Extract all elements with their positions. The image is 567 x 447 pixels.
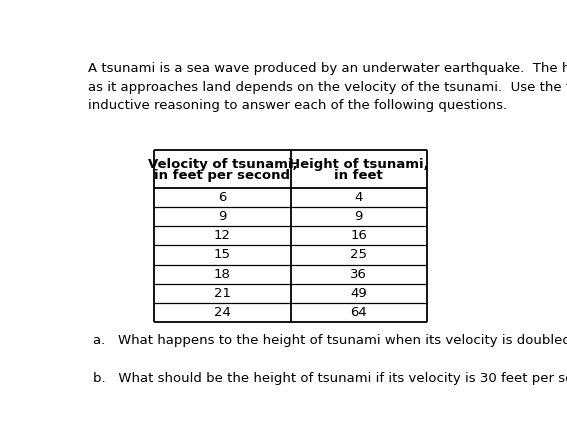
Text: in feet: in feet	[335, 169, 383, 182]
Text: in feet per second: in feet per second	[154, 169, 290, 182]
Text: 9: 9	[354, 210, 363, 223]
Text: 24: 24	[214, 306, 231, 319]
Text: 25: 25	[350, 249, 367, 261]
Text: a.   What happens to the height of tsunami when its velocity is doubled?: a. What happens to the height of tsunami…	[93, 334, 567, 347]
Text: 12: 12	[214, 229, 231, 242]
Text: b.   What should be the height of tsunami if its velocity is 30 feet per second?: b. What should be the height of tsunami …	[93, 372, 567, 385]
Text: Velocity of tsunami,: Velocity of tsunami,	[147, 157, 297, 170]
Text: 4: 4	[354, 191, 363, 204]
Text: 49: 49	[350, 287, 367, 300]
Text: 16: 16	[350, 229, 367, 242]
Text: 36: 36	[350, 268, 367, 281]
Text: 9: 9	[218, 210, 227, 223]
Text: 18: 18	[214, 268, 231, 281]
Text: 6: 6	[218, 191, 227, 204]
Text: 64: 64	[350, 306, 367, 319]
Text: A tsunami is a sea wave produced by an underwater earthquake.  The height of a t: A tsunami is a sea wave produced by an u…	[88, 62, 567, 112]
Text: 15: 15	[214, 249, 231, 261]
Text: 21: 21	[214, 287, 231, 300]
Text: Height of tsunami,: Height of tsunami,	[289, 157, 429, 170]
